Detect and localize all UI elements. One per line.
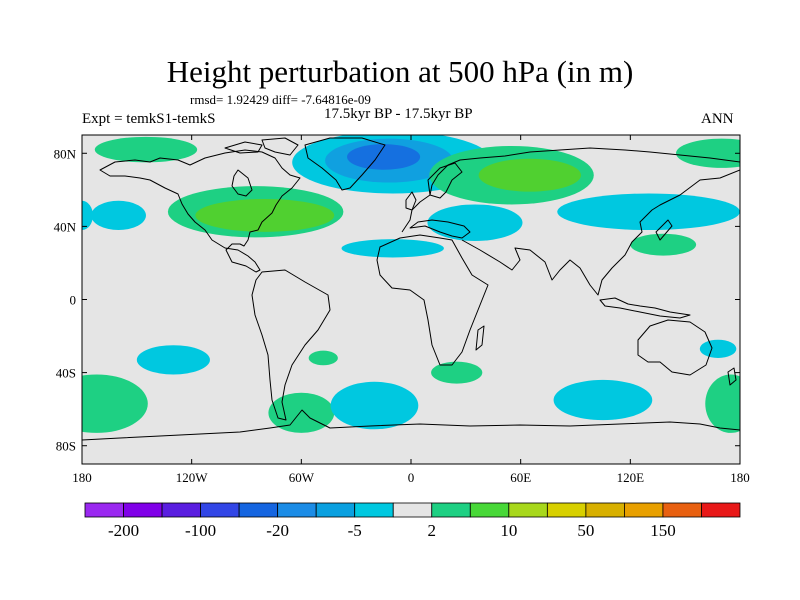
colorbar: -200 -100 -20 -5 2 10 50 150: [84, 502, 741, 540]
season-label: ANN: [701, 111, 734, 127]
anomaly-region-16: [308, 350, 338, 366]
anomaly-region-19: [431, 361, 483, 384]
colorbar-label: 150: [650, 521, 676, 540]
anomaly-region-10: [427, 204, 523, 242]
stats-label: rmsd= 1.92429 diff= -7.64816e-09: [190, 92, 371, 107]
anomaly-region-22: [82, 374, 148, 433]
colorbar-swatch: [123, 502, 163, 518]
colorbar-swatch: [315, 502, 356, 518]
x-tick-label: 120E: [617, 470, 645, 485]
anomaly-region-13: [630, 233, 697, 256]
coast-europe: [401, 147, 740, 233]
colorbar-swatch: [277, 502, 317, 518]
colorbar-swatch: [392, 502, 433, 518]
anomaly-region-0: [94, 136, 198, 163]
coast-mediterranean: [409, 219, 471, 239]
coast-madagascar: [475, 325, 485, 351]
anomaly-region-17: [268, 392, 335, 433]
colorbar-swatch: [585, 502, 625, 518]
colorbar-swatch: [701, 502, 741, 518]
coast-uk: [405, 191, 417, 211]
coast-south-america: [251, 269, 331, 421]
anomaly-region-6: [91, 200, 146, 231]
coast-antarctica: [82, 409, 740, 441]
coast-indonesia: [599, 297, 691, 319]
x-tick-label: 0: [408, 470, 415, 485]
map-title: Height perturbation at 500 hPa (in m): [166, 54, 634, 89]
anomaly-region-9: [195, 198, 335, 232]
colorbar-swatch: [624, 502, 664, 518]
coast-north-america: [99, 149, 301, 273]
y-tick-label: 40S: [56, 366, 76, 381]
colorbar-label: 50: [577, 521, 594, 540]
colorbar-swatch: [431, 502, 471, 518]
coast-greenland: [304, 137, 386, 191]
colorbar-label: 2: [428, 521, 437, 540]
anomaly-region-18: [330, 381, 419, 430]
x-tick-label: 180: [72, 470, 92, 485]
colorbar-swatch: [238, 502, 279, 518]
anomaly-region-11: [557, 193, 740, 231]
colorbar-swatch: [546, 502, 587, 518]
coast-africa: [376, 234, 489, 366]
x-tick-label: 120W: [176, 470, 209, 485]
coast-scandinavia: [427, 162, 463, 199]
anomaly-region-12: [676, 138, 740, 168]
colorbar-label: -5: [348, 521, 362, 540]
anomaly-region-14: [341, 239, 444, 258]
colorbar-swatch: [200, 502, 240, 518]
anomaly-region-20: [553, 379, 653, 421]
colorbar-swatch: [84, 502, 124, 518]
coast-arctic-islands: [224, 137, 299, 156]
coastlines: [82, 137, 740, 441]
y-tick-label: 80S: [56, 439, 76, 454]
x-tick-label: 180: [730, 470, 750, 485]
colorbar-label: -100: [185, 521, 216, 540]
experiment-label: Expt = temkS1-temkS: [82, 111, 216, 127]
coast-hudson-bay: [231, 169, 253, 197]
colorbar-label: -200: [108, 521, 139, 540]
colorbar-swatch: [161, 502, 201, 518]
axis-ticks: 180 120W 60W 0 60E 120E 180 80N 40N 0 40S 80S: [54, 135, 750, 485]
period-label: 17.5kyr BP - 17.5kyr BP: [324, 106, 473, 122]
coast-australia: [637, 319, 713, 376]
colorbar-swatch: [508, 502, 548, 518]
coast-new-zealand: [727, 367, 737, 386]
x-tick-label: 60E: [510, 470, 531, 485]
anomaly-region-3: [347, 144, 421, 170]
coast-japan: [655, 219, 673, 241]
anomaly-region-15: [136, 345, 210, 375]
colorbar-swatch: [469, 502, 510, 518]
anomaly-region-7: [82, 200, 93, 231]
y-tick-label: 80N: [54, 146, 77, 161]
colorbar-swatch: [354, 502, 394, 518]
y-tick-label: 40N: [54, 219, 77, 234]
anomaly-layer: [82, 135, 740, 433]
y-tick-label: 0: [70, 293, 77, 308]
colorbar-label: 10: [500, 521, 517, 540]
anomaly-region-23: [705, 374, 740, 433]
anomaly-region-5: [478, 158, 581, 192]
x-tick-label: 60W: [289, 470, 315, 485]
colorbar-swatch: [662, 502, 702, 518]
anomaly-region-21: [699, 339, 737, 358]
coast-arabia-india: [461, 169, 740, 296]
colorbar-label: -20: [266, 521, 289, 540]
